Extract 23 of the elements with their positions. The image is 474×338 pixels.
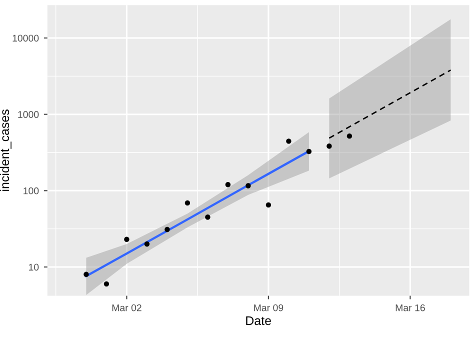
point [144,241,150,247]
point [225,182,231,188]
point [124,236,130,242]
point [164,226,170,232]
y-tick-label: 10000 [12,34,39,42]
point [286,138,292,144]
point [326,144,332,149]
point [104,281,110,287]
x-axis-title: Date [246,316,271,326]
y-tick-label: 100 [24,187,39,194]
y-axis-title: incident_cases [0,110,12,191]
x-tick-label: Mar 02 [112,304,142,312]
x-tick-label: Mar 16 [396,304,425,312]
point [306,148,312,154]
point [346,133,352,139]
point [266,202,272,208]
y-tick-label: 1000 [18,111,39,118]
point [184,200,190,206]
y-tick-label: 10 [28,264,39,271]
point [246,183,251,188]
point [84,272,89,277]
x-tick-label: Mar 09 [254,304,284,312]
point [205,214,210,220]
